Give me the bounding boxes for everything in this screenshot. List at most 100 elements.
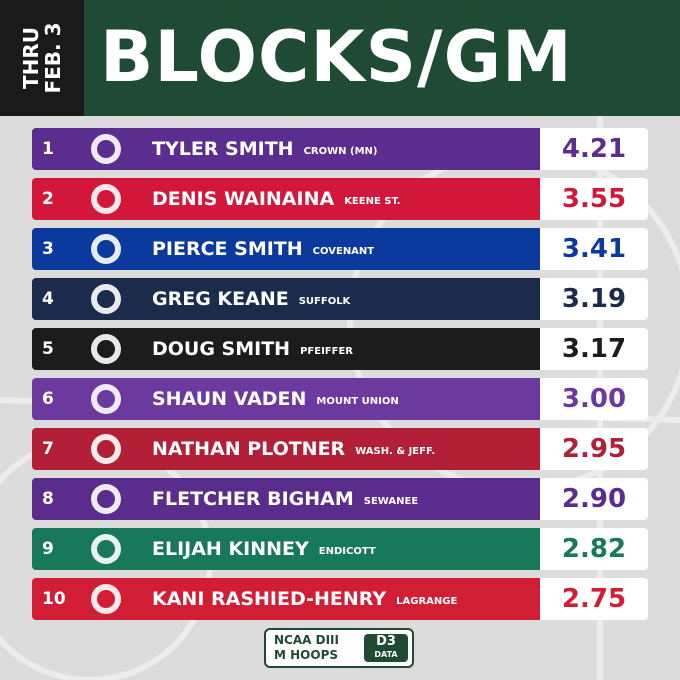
rank: 9 (42, 539, 54, 559)
leader-row: 2 DENIS WAINAINA KEENE ST. 3.55 (32, 178, 648, 220)
name-group: NATHAN PLOTNER WASH. & JEFF. (152, 428, 435, 470)
team-logo (91, 184, 121, 214)
player-name: PIERCE SMITH (152, 238, 303, 260)
leader-row: 5 DOUG SMITH PFEIFFER 3.17 (32, 328, 648, 370)
school-name: KEENE ST. (344, 195, 401, 207)
team-logo (91, 434, 121, 464)
rank: 4 (42, 289, 54, 309)
tag-line: FEB. 3 (41, 22, 65, 94)
leader-row: 9 ELIJAH KINNEY ENDICOTT 2.82 (32, 528, 648, 570)
school-name: SUFFOLK (298, 295, 351, 307)
stat-value: 3.19 (561, 284, 627, 314)
name-group: SHAUN VADEN MOUNT UNION (152, 378, 399, 420)
row-bar: 5 DOUG SMITH PFEIFFER (32, 328, 540, 370)
name-group: ELIJAH KINNEY ENDICOTT (152, 528, 376, 570)
stat-value: 3.55 (561, 184, 627, 214)
team-logo (91, 234, 121, 264)
team-logo (91, 334, 121, 364)
value-box: 2.82 (540, 528, 648, 570)
team-logo (91, 484, 121, 514)
banner (0, 0, 680, 116)
rank: 1 (42, 139, 54, 159)
name-group: PIERCE SMITH COVENANT (152, 228, 374, 270)
stat-value: 2.90 (561, 484, 627, 514)
player-name: TYLER SMITH (152, 138, 294, 160)
row-bar: 7 NATHAN PLOTNER WASH. & JEFF. (32, 428, 540, 470)
value-box: 4.21 (540, 128, 648, 170)
stat-value: 2.75 (561, 584, 627, 614)
team-logo (91, 134, 121, 164)
row-bar: 10 KANI RASHIED-HENRY LAGRANGE (32, 578, 540, 620)
player-name: GREG KEANE (152, 288, 289, 310)
row-bar: 2 DENIS WAINAINA KEENE ST. (32, 178, 540, 220)
team-logo (91, 584, 121, 614)
footer-logo: NCAA DIII M HOOPS D3 DATA (264, 628, 414, 668)
school-name: LAGRANGE (396, 595, 458, 607)
school-name: WASH. & JEFF. (355, 445, 436, 457)
leader-row: 7 NATHAN PLOTNER WASH. & JEFF. 2.95 (32, 428, 648, 470)
tag-line: THRU (19, 26, 43, 90)
row-bar: 8 FLETCHER BIGHAM SEWANEE (32, 478, 540, 520)
rank: 7 (42, 439, 54, 459)
stat-value: 2.82 (561, 534, 627, 564)
row-bar: 1 TYLER SMITH CROWN (MN) (32, 128, 540, 170)
name-group: GREG KEANE SUFFOLK (152, 278, 350, 320)
rank: 2 (42, 189, 54, 209)
rank: 6 (42, 389, 54, 409)
name-group: DENIS WAINAINA KEENE ST. (152, 178, 401, 220)
school-name: CROWN (MN) (303, 145, 378, 157)
player-name: FLETCHER BIGHAM (152, 488, 354, 510)
value-box: 2.90 (540, 478, 648, 520)
value-box: 2.75 (540, 578, 648, 620)
rank: 8 (42, 489, 54, 509)
name-group: DOUG SMITH PFEIFFER (152, 328, 353, 370)
row-bar: 9 ELIJAH KINNEY ENDICOTT (32, 528, 540, 570)
leader-row: 8 FLETCHER BIGHAM SEWANEE 2.90 (32, 478, 648, 520)
value-box: 3.55 (540, 178, 648, 220)
player-name: DENIS WAINAINA (152, 188, 335, 210)
value-box: 3.17 (540, 328, 648, 370)
badge-text: DATA (374, 650, 398, 659)
row-bar: 3 PIERCE SMITH COVENANT (32, 228, 540, 270)
rank: 5 (42, 339, 54, 359)
stat-value: 3.00 (561, 384, 627, 414)
rank: 10 (42, 589, 66, 609)
team-logo (91, 284, 121, 314)
value-box: 3.19 (540, 278, 648, 320)
player-name: DOUG SMITH (152, 338, 291, 360)
name-group: TYLER SMITH CROWN (MN) (152, 128, 377, 170)
team-logo (91, 534, 121, 564)
player-name: NATHAN PLOTNER (152, 438, 346, 460)
footer-line: M HOOPS (274, 648, 339, 662)
team-logo (91, 384, 121, 414)
badge: D3 DATA (364, 634, 408, 662)
leader-row: 10 KANI RASHIED-HENRY LAGRANGE 2.75 (32, 578, 648, 620)
player-name: ELIJAH KINNEY (152, 538, 309, 560)
stat-value: 3.41 (561, 234, 627, 264)
player-name: KANI RASHIED-HENRY (152, 588, 387, 610)
name-group: FLETCHER BIGHAM SEWANEE (152, 478, 418, 520)
leader-row: 1 TYLER SMITH CROWN (MN) 4.21 (32, 128, 648, 170)
value-box: 3.00 (540, 378, 648, 420)
stat-value: 2.95 (561, 434, 627, 464)
row-bar: 4 GREG KEANE SUFFOLK (32, 278, 540, 320)
leader-row: 3 PIERCE SMITH COVENANT 3.41 (32, 228, 648, 270)
badge-text: D3 (376, 634, 396, 649)
date-tag: THRU FEB. 3 (0, 0, 84, 116)
rank: 3 (42, 239, 54, 259)
leader-row: 4 GREG KEANE SUFFOLK 3.19 (32, 278, 648, 320)
value-box: 3.41 (540, 228, 648, 270)
school-name: MOUNT UNION (316, 395, 399, 407)
stat-value: 4.21 (561, 134, 627, 164)
school-name: SEWANEE (363, 495, 419, 507)
title: BLOCKS/GM (100, 16, 573, 98)
player-name: SHAUN VADEN (152, 388, 307, 410)
stat-value: 3.17 (561, 334, 627, 364)
school-name: ENDICOTT (318, 545, 376, 557)
leader-row: 6 SHAUN VADEN MOUNT UNION 3.00 (32, 378, 648, 420)
row-bar: 6 SHAUN VADEN MOUNT UNION (32, 378, 540, 420)
footer-line: NCAA DIII (274, 633, 339, 647)
value-box: 2.95 (540, 428, 648, 470)
school-name: COVENANT (312, 245, 375, 257)
